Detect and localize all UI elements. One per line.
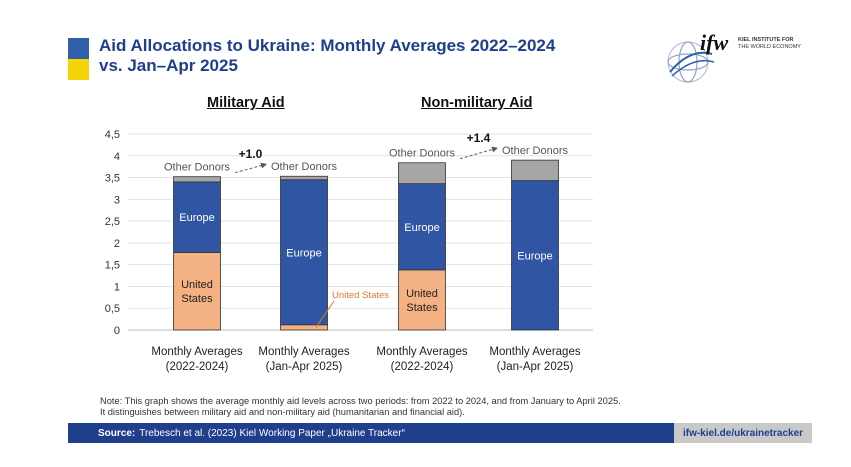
segment-label-europe: Europe <box>286 247 321 259</box>
ifw-logo: ifw KIEL INSTITUTE FOR THE WORLD ECONOMY <box>667 30 801 83</box>
bar-segment-united-states <box>280 324 328 331</box>
bar-segment-europe <box>280 179 328 326</box>
flag-blue <box>68 38 89 59</box>
category-label: Monthly Averages <box>489 346 580 358</box>
y-tick-label: 3 <box>114 194 120 206</box>
y-tick-label: 0,5 <box>105 303 120 315</box>
flag-yellow <box>68 59 89 80</box>
us-label-leader-line <box>315 300 335 328</box>
segment-label-europe: Europe <box>179 212 214 224</box>
segment-label-other-donors: Other Donors <box>271 161 338 173</box>
logo-subtitle-2: THE WORLD ECONOMY <box>738 44 801 50</box>
footer-bar: Source: Trebesch et al. (2023) Kiel Work… <box>68 423 812 443</box>
category-label: (Jan-Apr 2025) <box>497 361 574 373</box>
segment-label-other-donors: Other Donors <box>389 148 456 160</box>
change-annotation: +1.4 <box>467 131 491 145</box>
category-label: (2022-2024) <box>391 361 454 373</box>
page-title: Aid Allocations to Ukraine: Monthly Aver… <box>99 36 555 76</box>
military-aid-title: Military Aid <box>207 95 285 111</box>
category-label: Monthly Averages <box>151 346 242 358</box>
bar-segment-europe <box>398 183 446 271</box>
category-label: (2022-2024) <box>166 361 229 373</box>
segment-label-europe: Europe <box>404 222 439 234</box>
bar-segment-other-donors <box>173 176 221 183</box>
bar-segment-other-donors <box>398 162 446 185</box>
y-tick-label: 2 <box>114 238 120 250</box>
y-tick-label: 4,5 <box>105 129 120 141</box>
note-text: Note: This graph shows the average month… <box>100 396 621 418</box>
segment-label-other-donors: Other Donors <box>502 145 569 157</box>
segment-label-united-states: United <box>181 279 213 291</box>
change-arrow <box>234 162 267 174</box>
change-arrow <box>459 146 498 160</box>
bar-segment-other-donors <box>280 175 328 181</box>
stacked-bar-chart: 0 0,5 1 1,5 2 2,5 3 3,5 4 4,5 Europe United States Ot… <box>105 129 593 373</box>
change-annotation: +1.0 <box>239 147 263 161</box>
y-tick-label: 3,5 <box>105 173 120 185</box>
segment-label-united-states: United <box>406 288 438 300</box>
y-tick-label: 0 <box>114 325 120 337</box>
segment-label-united-states: United States <box>332 290 389 301</box>
logo-subtitle-1: KIEL INSTITUTE FOR <box>738 37 794 43</box>
y-tick-label: 2,5 <box>105 216 120 228</box>
y-tick-label: 4 <box>114 151 120 163</box>
segment-label-other-donors: Other Donors <box>164 162 231 174</box>
source-text: Trebesch et al. (2023) Kiel Working Pape… <box>139 427 405 439</box>
non-military-aid-title: Non-military Aid <box>421 95 533 111</box>
category-label: Monthly Averages <box>258 346 349 358</box>
title-line-2: vs. Jan–Apr 2025 <box>99 56 238 75</box>
category-label: (Jan-Apr 2025) <box>266 361 343 373</box>
footer-source: Source: Trebesch et al. (2023) Kiel Work… <box>68 423 674 443</box>
segment-label-united-states: States <box>406 302 438 314</box>
category-label: Monthly Averages <box>376 346 467 358</box>
note-line-2: It distinguishes between military aid an… <box>100 407 465 417</box>
globe-icon <box>667 41 715 83</box>
logo-text: ifw <box>700 30 728 55</box>
footer-url[interactable]: ifw-kiel.de/ukrainetracker <box>674 423 812 443</box>
y-tick-label: 1 <box>114 281 120 293</box>
note-line-1: Note: This graph shows the average month… <box>100 396 621 406</box>
source-label: Source: <box>98 427 136 439</box>
bar-segment-united-states <box>398 269 446 331</box>
title-line-1: Aid Allocations to Ukraine: Monthly Aver… <box>99 36 556 55</box>
segment-label-united-states: States <box>181 293 213 305</box>
bar-segment-other-donors <box>511 159 559 182</box>
segment-label-europe: Europe <box>517 250 552 262</box>
y-tick-label: 1,5 <box>105 260 120 272</box>
